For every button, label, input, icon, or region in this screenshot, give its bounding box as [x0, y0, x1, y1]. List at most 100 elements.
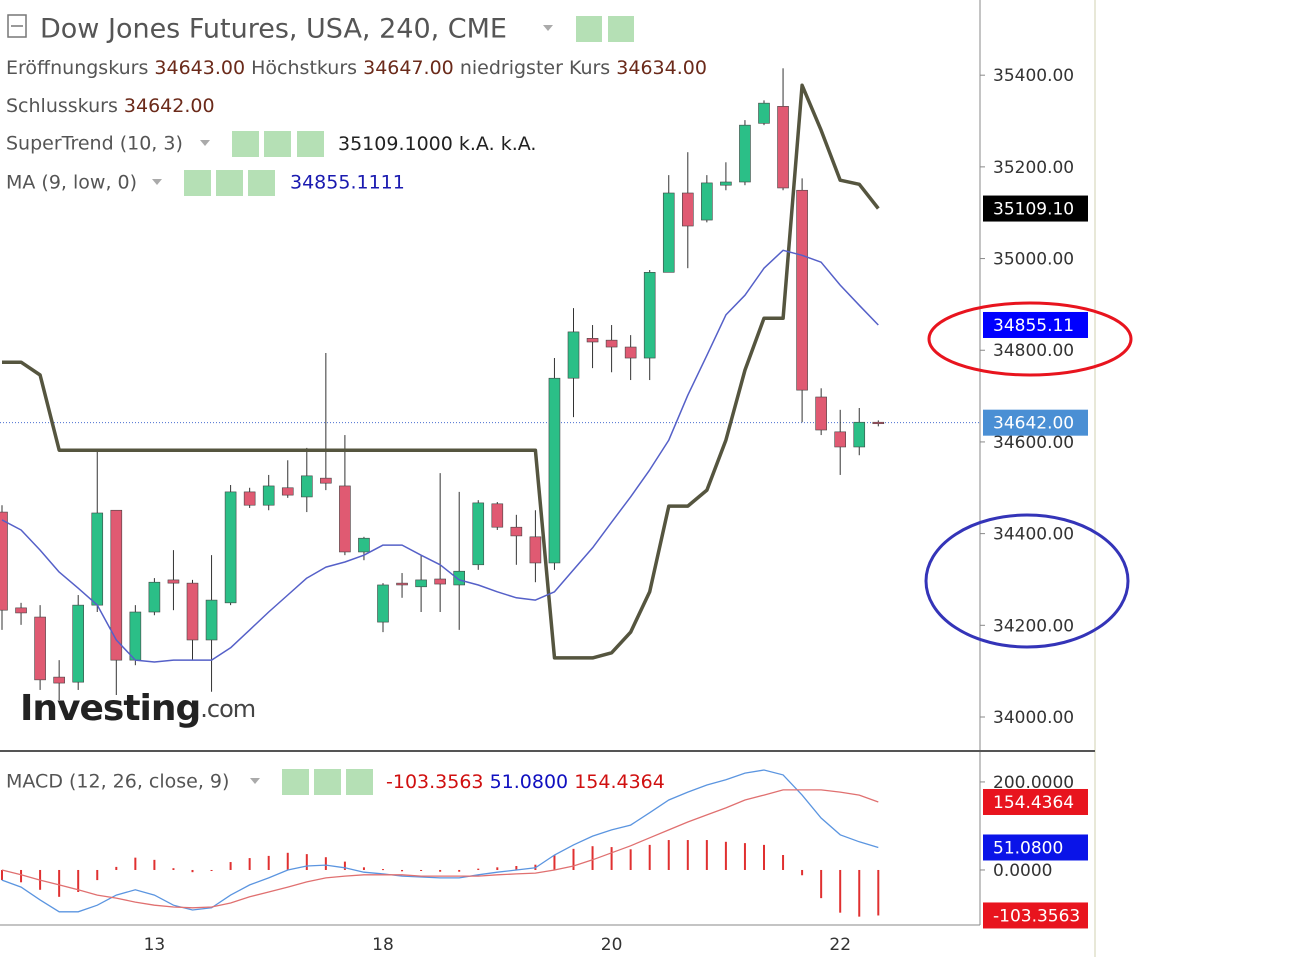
- red-annotation-ellipse: [927, 301, 1133, 377]
- settings-icon[interactable]: [608, 16, 634, 42]
- histogram-bar: [877, 869, 880, 916]
- price-tag: [983, 902, 1088, 929]
- eye-icon[interactable]: [576, 16, 602, 42]
- histogram-bar: [686, 840, 689, 870]
- histogram-bar: [515, 866, 518, 870]
- candle-body: [662, 192, 675, 273]
- candle-body: [167, 579, 180, 584]
- histogram-bar: [191, 869, 194, 873]
- histogram-bar: [610, 847, 613, 870]
- eye-icon[interactable]: [232, 131, 259, 157]
- eye-icon[interactable]: [282, 769, 309, 795]
- dropdown-arrow[interactable]: [152, 179, 162, 185]
- macd-legend: MACD (12, 26, close, 9): [6, 771, 229, 793]
- histogram-bar: [1, 869, 3, 881]
- collapse-icon[interactable]: [7, 14, 27, 38]
- y-tick-label: 34600.00: [993, 433, 1074, 453]
- price-tag-label: -103.3563: [993, 906, 1080, 926]
- macd-line: [1, 789, 879, 909]
- candle-body: [453, 570, 466, 586]
- remove-icon[interactable]: [248, 170, 275, 196]
- histogram-bar: [401, 869, 404, 872]
- histogram-bar: [343, 861, 346, 870]
- macd-hist-value: -103.3563: [386, 771, 484, 793]
- title-icons: [576, 16, 634, 42]
- price-tag: [983, 195, 1088, 222]
- candle-body: [377, 584, 389, 623]
- candle-body: [758, 102, 770, 124]
- candle-body: [586, 338, 599, 343]
- ma-legend: MA (9, low, 0): [6, 172, 137, 194]
- price-tag: [983, 788, 1088, 815]
- high-label: Höchstkurs: [251, 57, 357, 79]
- candle-body: [681, 192, 694, 227]
- histogram-bar: [286, 852, 289, 870]
- y-tick-label: 200.0000: [993, 773, 1074, 793]
- histogram-bar: [134, 857, 137, 870]
- candle-body: [358, 537, 370, 553]
- supertrend-value: 35109.1000: [338, 133, 453, 155]
- x-tick-label: 18: [372, 935, 394, 955]
- price-tag-label: 34642.00: [993, 414, 1074, 434]
- remove-icon[interactable]: [346, 769, 373, 795]
- candle-body: [320, 477, 332, 484]
- histogram-bar: [820, 869, 823, 899]
- candle-body: [853, 421, 866, 448]
- price-tag: [983, 409, 1088, 436]
- ma-value: 34855.1111: [290, 172, 405, 194]
- settings-icon[interactable]: [264, 131, 291, 157]
- candle-body: [186, 582, 199, 641]
- candle-body: [872, 421, 885, 425]
- candle-body: [53, 676, 65, 684]
- y-tick-label: 35000.00: [993, 250, 1074, 270]
- candle-body: [567, 331, 580, 379]
- candle-body: [720, 181, 732, 186]
- histogram-bar: [439, 869, 442, 872]
- dropdown-arrow[interactable]: [250, 778, 260, 784]
- candle-body: [415, 579, 427, 588]
- histogram-bar: [724, 841, 727, 870]
- candle-body: [510, 526, 523, 537]
- histogram-bar: [496, 867, 499, 870]
- histogram-bar: [763, 844, 765, 870]
- histogram-bar: [229, 862, 232, 870]
- close-value: 34642.00: [124, 95, 215, 117]
- histogram-bar: [77, 869, 80, 892]
- candle-body: [815, 396, 827, 431]
- histogram-bar: [839, 869, 842, 913]
- histogram-bar: [553, 855, 556, 870]
- candle-body: [0, 511, 8, 611]
- dropdown-arrow[interactable]: [543, 25, 553, 31]
- chart-title: Dow Jones Futures, USA, 240, CME: [40, 14, 507, 45]
- signal-value: 154.4364: [574, 771, 665, 793]
- candle-body: [643, 272, 656, 359]
- price-tag-label: 51.0800: [993, 838, 1063, 858]
- histogram-bar: [648, 844, 651, 870]
- remove-icon[interactable]: [297, 131, 324, 157]
- macd-value: 51.0800: [490, 771, 569, 793]
- settings-icon[interactable]: [216, 170, 243, 196]
- supertrend-icons: [232, 131, 324, 157]
- open-value: 34643.00: [154, 57, 245, 79]
- candle-body: [300, 475, 313, 498]
- candle-body: [605, 339, 618, 348]
- settings-icon[interactable]: [314, 769, 341, 795]
- dropdown-arrow[interactable]: [200, 140, 210, 146]
- histogram-bar: [572, 848, 575, 870]
- candle-body: [396, 582, 408, 586]
- open-label: Eröffnungskurs: [6, 57, 148, 79]
- candle-body: [243, 491, 256, 506]
- candle-body: [739, 124, 751, 183]
- supertrend-values: 35109.1000 k.A. k.A.: [338, 133, 536, 155]
- candle-body: [434, 578, 446, 585]
- candle-body: [148, 581, 161, 613]
- histogram-bar: [210, 869, 213, 871]
- histogram-bar: [858, 869, 861, 917]
- eye-icon[interactable]: [184, 170, 211, 196]
- histogram-bar: [305, 854, 308, 870]
- close-line: Schlusskurs 34642.00: [6, 95, 215, 117]
- histogram-bar: [420, 869, 423, 871]
- histogram-bar: [267, 855, 270, 870]
- histogram-bar: [172, 868, 175, 870]
- candle-body: [796, 189, 808, 391]
